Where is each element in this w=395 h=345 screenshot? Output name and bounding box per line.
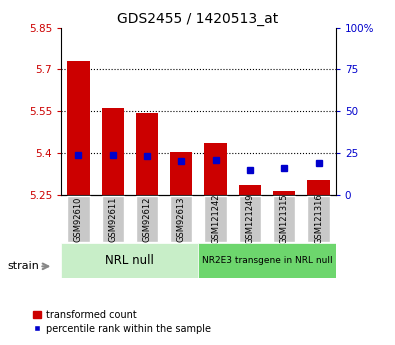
FancyBboxPatch shape [205, 196, 227, 242]
Text: GSM92610: GSM92610 [74, 196, 83, 242]
Text: NRL null: NRL null [105, 254, 154, 267]
FancyBboxPatch shape [273, 196, 295, 242]
Bar [102, 108, 124, 195]
FancyBboxPatch shape [67, 196, 90, 242]
Text: GSM121315: GSM121315 [280, 194, 289, 244]
Bar [136, 113, 158, 195]
Bar [307, 180, 330, 195]
Text: GSM121249: GSM121249 [245, 194, 254, 244]
Text: GSM92612: GSM92612 [143, 196, 152, 242]
FancyBboxPatch shape [136, 196, 158, 242]
Text: GSM121242: GSM121242 [211, 194, 220, 244]
FancyBboxPatch shape [102, 196, 124, 242]
Text: strain: strain [7, 261, 39, 270]
Text: GSM92611: GSM92611 [108, 196, 117, 242]
Text: NR2E3 transgene in NRL null: NR2E3 transgene in NRL null [202, 256, 333, 265]
FancyBboxPatch shape [61, 243, 198, 278]
Bar [67, 61, 90, 195]
FancyBboxPatch shape [170, 196, 192, 242]
Text: GDS2455 / 1420513_at: GDS2455 / 1420513_at [117, 12, 278, 26]
Bar [239, 185, 261, 195]
Text: GSM92613: GSM92613 [177, 196, 186, 242]
Bar [170, 152, 192, 195]
Bar [273, 191, 295, 195]
Bar [205, 143, 227, 195]
FancyBboxPatch shape [307, 196, 330, 242]
Legend: transformed count, percentile rank within the sample: transformed count, percentile rank withi… [32, 310, 211, 334]
Text: GSM121316: GSM121316 [314, 194, 323, 245]
FancyBboxPatch shape [239, 196, 261, 242]
FancyBboxPatch shape [198, 243, 336, 278]
